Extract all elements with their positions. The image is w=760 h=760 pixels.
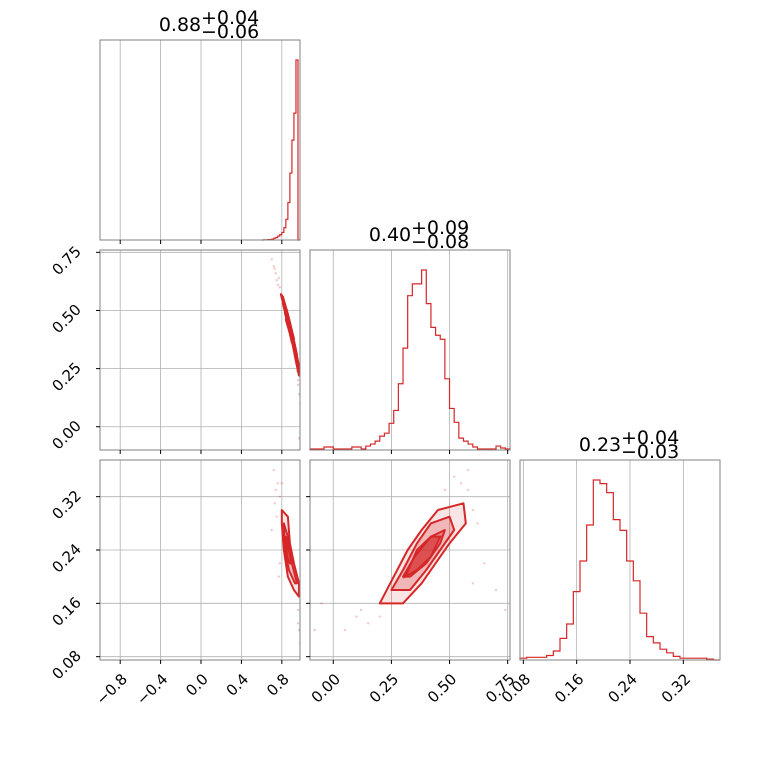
pair-panel-0: 0.00 0.25 0.50 0.75 — [48, 242, 301, 454]
scatter-point — [277, 276, 280, 280]
scatter-point — [366, 622, 370, 625]
x-tick-label: 0.16 — [551, 670, 587, 706]
scatter-point — [277, 575, 280, 578]
x-tick-label: 0.0 — [182, 670, 212, 700]
x-tick-label: 0.8 — [263, 670, 293, 700]
panel-frame — [99, 249, 301, 451]
y-tick-label: 0.25 — [48, 359, 84, 395]
x-tick-label: 0.4 — [223, 670, 253, 700]
contour-core — [284, 536, 294, 565]
scatter-point — [466, 488, 470, 492]
scatter-point — [378, 615, 381, 618]
title-median: 0.88 — [159, 14, 201, 36]
scatter-point — [313, 628, 316, 632]
scatter-point — [297, 437, 300, 440]
hist-panel-2: 0.23 +0.04−0.03 — [519, 427, 721, 664]
scatter-point — [466, 468, 470, 472]
hist-panel-0: 0.88 +0.04−0.06 — [99, 7, 301, 244]
y-tick-label: 0.32 — [48, 487, 84, 523]
scatter-point — [276, 482, 279, 485]
scatter-point — [270, 528, 273, 532]
pair-panel-1: 0.08 0.16 0.24 0.32 — [48, 459, 301, 683]
panel-title-0: 0.88 — [159, 14, 201, 36]
scatter-point — [476, 522, 479, 525]
x-tick-label: 0.50 — [424, 670, 460, 706]
panel-frame — [99, 39, 301, 241]
title-median: 0.40 — [369, 224, 411, 246]
scatter-point — [443, 488, 447, 492]
scatter-point — [275, 515, 278, 518]
histogram-2 — [519, 479, 720, 661]
panel-inner — [100, 460, 300, 660]
scatter-point — [273, 502, 276, 505]
scatter-point — [273, 267, 276, 270]
scatter-point — [280, 482, 284, 485]
scatter-point — [452, 475, 456, 478]
title-minus: −0.06 — [201, 21, 259, 43]
scatter-point — [459, 482, 463, 485]
scatter-point — [276, 283, 279, 287]
scatter-point — [504, 608, 507, 612]
scatter-point — [471, 582, 474, 585]
scatter-point — [270, 258, 273, 261]
contour-core — [283, 308, 294, 344]
contour-core — [403, 535, 442, 580]
y-tick-label: 0.16 — [48, 593, 84, 629]
scatter-point — [297, 628, 300, 632]
y-tick-label: 0.50 — [48, 301, 84, 337]
panel-frame — [309, 249, 511, 451]
scatter-point — [275, 279, 278, 282]
x-tick-label: 0.24 — [604, 670, 640, 706]
scatter-point — [278, 495, 281, 498]
scatter-point — [296, 379, 300, 382]
scatter-point — [274, 272, 277, 275]
title-minus: −0.03 — [621, 441, 679, 463]
panel-frame — [519, 459, 721, 661]
x-tick-label: 0.00 — [308, 670, 344, 706]
hist-panel-1: 0.40 +0.09−0.08 — [309, 217, 511, 454]
y-tick-label: 0.24 — [48, 540, 84, 576]
x-tick-label: 0.25 — [366, 670, 402, 706]
scatter-point — [296, 383, 300, 387]
scatter-point — [297, 392, 300, 396]
title-plus: +0.09 — [411, 217, 469, 239]
scatter-point — [483, 562, 486, 565]
x-tick-label: −0.4 — [133, 670, 171, 708]
panel-inner — [310, 460, 510, 660]
scatter-point — [471, 508, 474, 512]
panel-title-2: 0.23 — [579, 434, 621, 456]
scatter-point — [296, 608, 300, 612]
scatter-point — [359, 608, 363, 612]
scatter-point — [272, 265, 275, 268]
title-plus: +0.04 — [201, 7, 259, 29]
panel-frame — [309, 459, 511, 661]
y-tick-label: 0.08 — [48, 647, 84, 683]
scatter-point — [278, 562, 281, 565]
scatter-point — [320, 602, 323, 605]
pair-panel-2 — [306, 459, 511, 664]
panel-frame — [99, 459, 301, 661]
title-plus: +0.04 — [621, 427, 679, 449]
y-tick-label: 0.00 — [48, 417, 84, 453]
scatter-point — [274, 488, 277, 492]
histogram-1 — [309, 269, 511, 450]
x-tick-label: 0.32 — [658, 670, 694, 706]
title-minus: −0.08 — [411, 231, 469, 253]
scatter-point — [494, 588, 498, 592]
y-tick-label: 0.75 — [48, 242, 84, 278]
histogram-0 — [261, 59, 300, 241]
panel-inner — [100, 250, 300, 450]
scatter-point — [278, 286, 281, 289]
x-tick-label: −0.8 — [93, 670, 131, 708]
scatter-point — [343, 628, 347, 632]
scatter-point — [355, 615, 358, 618]
title-median: 0.23 — [579, 434, 621, 456]
panel-title-1: 0.40 — [369, 224, 411, 246]
scatter-point — [296, 622, 300, 625]
scatter-point — [272, 468, 275, 472]
